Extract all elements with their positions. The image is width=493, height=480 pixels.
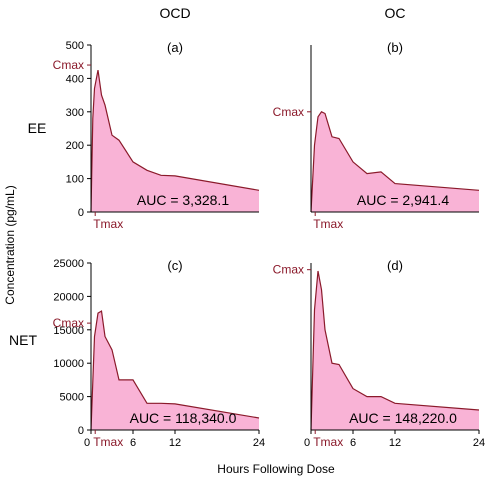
- y-tick-label: 0: [78, 207, 84, 219]
- panel-label: (a): [167, 40, 183, 55]
- concentration-line: [90, 69, 260, 213]
- panel-b: Cmax Tmax (b) AUC = 2,941.4: [273, 40, 480, 231]
- y-tick-label: 0: [78, 425, 84, 437]
- cmax-label: Cmax: [273, 263, 304, 277]
- x-tick-label: 6: [350, 437, 356, 449]
- panel-d: 0 6 12 24 Cmax Tmax (d) AUC = 148,220.0: [273, 258, 485, 449]
- area-fill: [91, 70, 259, 212]
- area-fill: [311, 271, 479, 430]
- tmax-label: Tmax: [313, 217, 343, 231]
- area-fill: [311, 111, 479, 212]
- tmax-label: Tmax: [93, 217, 123, 231]
- auc-label: AUC = 118,340.0: [130, 410, 237, 426]
- chart-panels: 0 100 200 300 400 500 Cmax Tmax (a) AUC = 3,328.1…: [53, 40, 485, 449]
- cmax-label: Cmax: [53, 316, 84, 330]
- y-tick-label: 500: [66, 40, 84, 52]
- auc-label: AUC = 3,328.1: [137, 192, 229, 208]
- panel-c: 0 5000 10000 15000 20000 25000 0 6 12 24 Cmax Tmax (…: [53, 258, 265, 449]
- x-tick-label: 24: [253, 437, 265, 449]
- y-tick-label: 10000: [53, 358, 84, 370]
- panel-label: (d): [387, 258, 403, 273]
- panel-a: 0 100 200 300 400 500 Cmax Tmax (a) AUC = 3,328.1: [53, 40, 260, 231]
- y-tick-label: 200: [66, 140, 84, 152]
- x-tick-label: 0: [84, 437, 90, 449]
- x-tick-label: 12: [169, 437, 181, 449]
- panel-label: (b): [387, 40, 403, 55]
- y-tick-label: 25000: [53, 258, 84, 270]
- tmax-label: Tmax: [313, 435, 343, 449]
- concentration-line: [310, 270, 480, 431]
- cmax-label: Cmax: [273, 105, 304, 119]
- auc-label: AUC = 148,220.0: [349, 410, 457, 426]
- tmax-label: Tmax: [93, 435, 123, 449]
- row-label-ee: EE: [28, 120, 47, 136]
- y-tick-label: 15000: [53, 325, 84, 337]
- x-axis-label: Hours Following Dose: [217, 462, 335, 476]
- x-tick-label: 6: [130, 437, 136, 449]
- x-tick-label: 0: [304, 437, 310, 449]
- concentration-line: [90, 310, 260, 431]
- y-tick-label: 20000: [53, 291, 84, 303]
- cmax-label: Cmax: [53, 58, 84, 72]
- panel-label: (c): [167, 258, 182, 273]
- y-tick-label: 100: [66, 174, 84, 186]
- concentration-line: [310, 111, 480, 213]
- column-header-oc: OC: [385, 5, 406, 21]
- auc-label: AUC = 2,941.4: [357, 192, 449, 208]
- x-tick-label: 12: [389, 437, 401, 449]
- y-tick-label: 5000: [60, 392, 84, 404]
- area-fill: [91, 311, 259, 430]
- y-tick-label: 300: [66, 107, 84, 119]
- row-label-net: NET: [9, 332, 37, 348]
- x-tick-label: 24: [473, 437, 485, 449]
- y-tick-label: 400: [66, 73, 84, 85]
- column-header-ocd: OCD: [159, 5, 190, 21]
- y-axis-label: Concentration (pg/mL): [3, 185, 17, 304]
